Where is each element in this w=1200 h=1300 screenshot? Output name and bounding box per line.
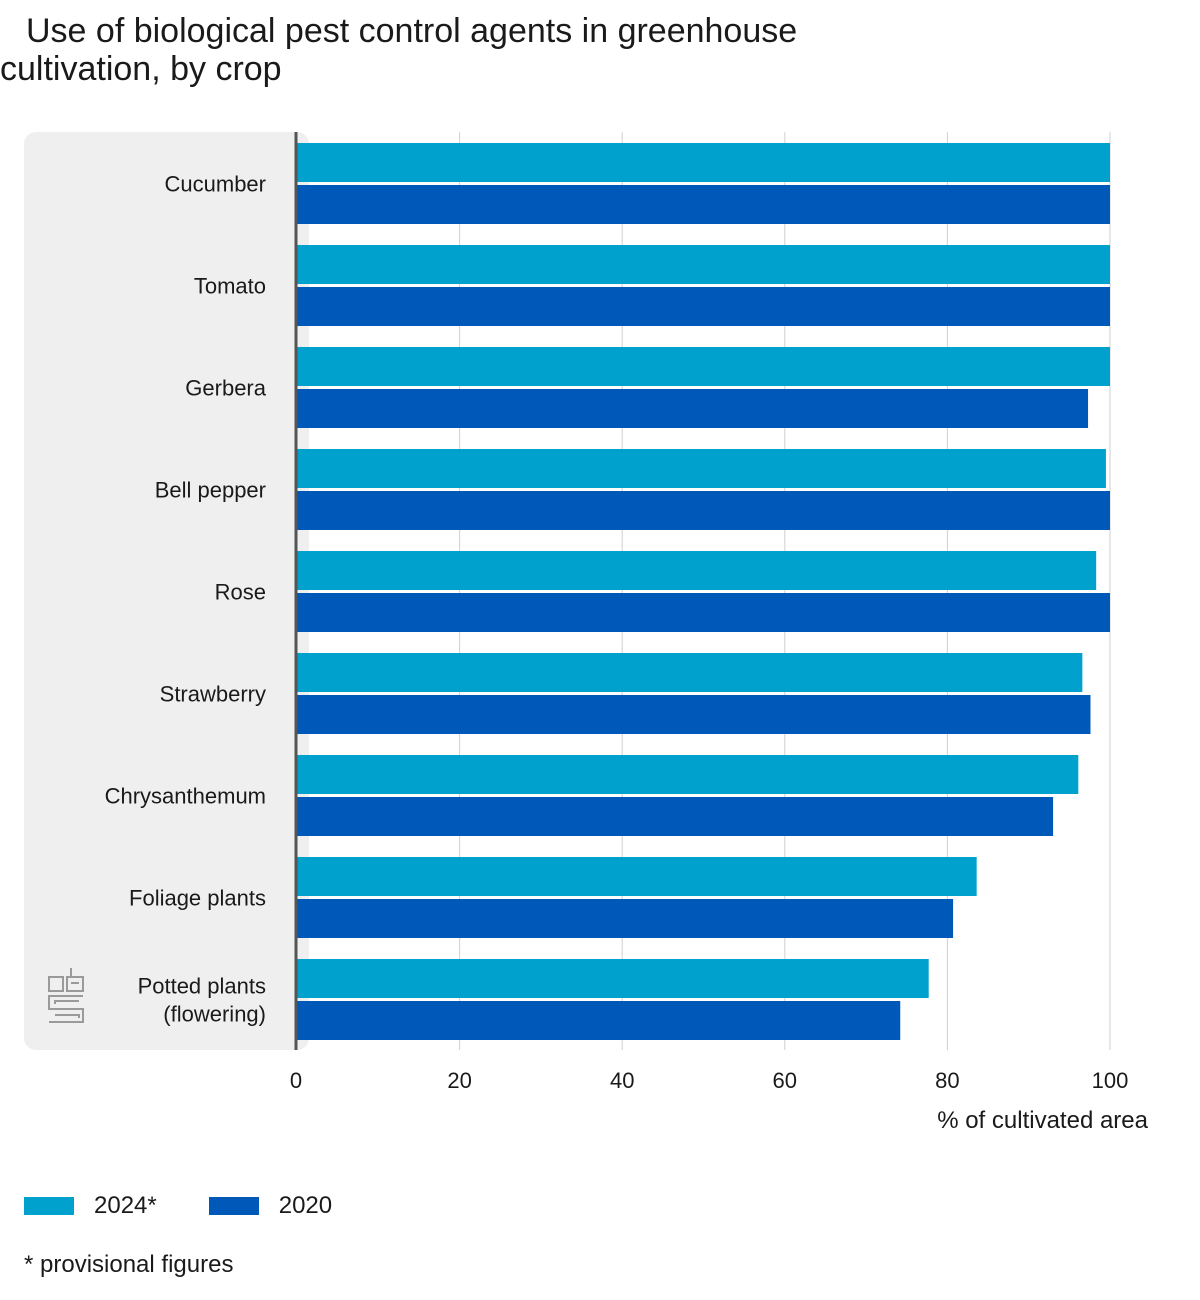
x-tick-label: 20 bbox=[447, 1068, 471, 1093]
bar bbox=[297, 185, 1110, 224]
category-label: (flowering) bbox=[163, 1002, 266, 1027]
x-tick-label: 100 bbox=[1092, 1068, 1129, 1093]
bars bbox=[297, 143, 1110, 1040]
category-label: Tomato bbox=[194, 274, 266, 299]
bar bbox=[297, 389, 1089, 428]
category-label: Strawberry bbox=[160, 682, 266, 707]
bar bbox=[297, 491, 1110, 530]
chart-title: Use of biological pest control agents in… bbox=[0, 12, 900, 88]
legend-item-2024: 2024* bbox=[24, 1192, 157, 1220]
x-tick-label: 60 bbox=[773, 1068, 797, 1093]
legend-swatch-2024 bbox=[24, 1197, 74, 1215]
bar bbox=[297, 551, 1097, 590]
bar bbox=[297, 1001, 901, 1040]
bar bbox=[297, 755, 1079, 794]
bar bbox=[297, 593, 1110, 632]
x-tick-label: 0 bbox=[290, 1068, 302, 1093]
x-tick-label: 80 bbox=[935, 1068, 959, 1093]
x-tick-label: 40 bbox=[610, 1068, 634, 1093]
legend-label-2020: 2020 bbox=[278, 1192, 333, 1219]
bar bbox=[297, 857, 977, 896]
category-label: Gerbera bbox=[185, 376, 266, 401]
category-labels: Cucumber Tomato Gerbera Bell pepper Rose Stra… bbox=[105, 172, 267, 1027]
grid-lines bbox=[459, 132, 1111, 1050]
legend-item-2020: 2020 bbox=[208, 1192, 333, 1220]
bar bbox=[297, 653, 1083, 692]
bar bbox=[297, 695, 1091, 734]
legend: 2024* 2020 bbox=[24, 1192, 384, 1220]
category-label: Chrysanthemum bbox=[105, 784, 266, 809]
bar bbox=[297, 959, 929, 998]
footnote: * provisional figures bbox=[24, 1251, 234, 1278]
bar bbox=[297, 449, 1106, 488]
legend-swatch-2020 bbox=[208, 1197, 259, 1215]
category-label: Bell pepper bbox=[155, 478, 266, 503]
category-label: Foliage plants bbox=[129, 886, 266, 911]
category-label: Cucumber bbox=[165, 172, 266, 197]
bar bbox=[297, 245, 1110, 284]
legend-label-2024: 2024* bbox=[94, 1192, 157, 1219]
bar bbox=[297, 797, 1054, 836]
chart-title-line-1: Use of biological pest control agents in… bbox=[26, 12, 798, 50]
label-panel bbox=[24, 132, 309, 1050]
bar bbox=[297, 347, 1110, 386]
x-axis-title: % of cultivated area bbox=[937, 1107, 1148, 1134]
cbs-logo-icon bbox=[48, 968, 84, 1023]
bar bbox=[297, 287, 1110, 326]
chart-title-line-2: cultivation, by crop bbox=[0, 50, 282, 88]
category-label: Rose bbox=[215, 580, 266, 605]
category-label: Potted plants bbox=[138, 974, 266, 999]
bar bbox=[297, 899, 954, 938]
bar bbox=[297, 143, 1110, 182]
x-axis-ticks: 0 20 40 60 80 100 bbox=[290, 1068, 1128, 1093]
